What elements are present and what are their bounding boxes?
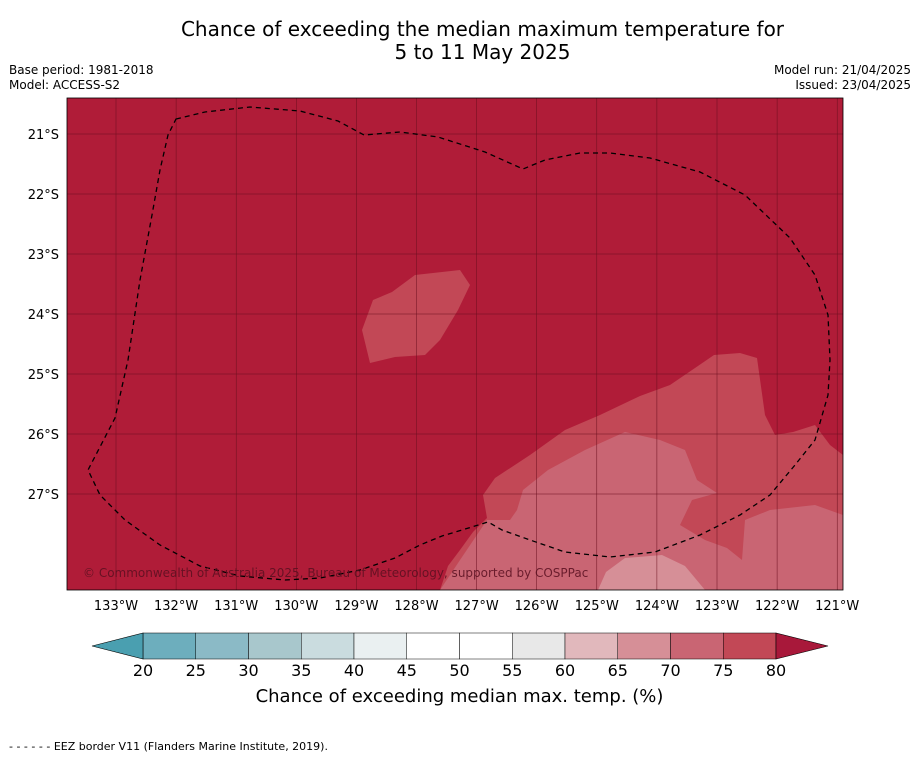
longitude-label: 132°W [154,599,198,614]
colorbar-tick-label: 60 [555,661,575,680]
colorbar-segment [142,632,196,660]
colorbar-tick-label: 70 [660,661,680,680]
colorbar-segment [195,632,249,660]
colorbar: 20 25 30 35 40 45 50 55 60 65 70 75 80 [91,632,829,680]
colorbar-tick-label: 55 [502,661,522,680]
longitude-label: 131°W [214,599,258,614]
region-65-70 [598,555,705,590]
map-canvas: © Commonwealth of Australia 2025, Bureau… [28,97,860,680]
longitude-label: 128°W [394,599,438,614]
colorbar-tick-label: 35 [291,661,311,680]
latitude-label: 24°S [28,308,59,323]
colorbar-segment [406,632,460,660]
longitude-label: 129°W [334,599,378,614]
eez-legend-line: - - - - - - [9,740,51,753]
colorbar-tick-label: 30 [238,661,258,680]
longitude-label: 125°W [575,599,619,614]
longitude-label: 130°W [274,599,318,614]
longitude-label: 121°W [815,599,859,614]
title-line-1: Chance of exceeding the median maximum t… [180,17,785,41]
colorbar-tick-label: 40 [344,661,364,680]
longitude-labels: 133°W 132°W 131°W 130°W 129°W 128°W 127°W 126°W… [94,599,860,614]
longitude-label: 123°W [695,599,739,614]
colorbar-segment [723,632,777,660]
colorbar-segment [564,632,618,660]
meta-right: Model run: 21/04/2025 Issued: 23/04/2025 [774,63,911,93]
latitude-label: 22°S [28,188,59,203]
colorbar-segment [617,632,671,660]
region-70-75 [440,432,843,590]
region-75-80-island [362,270,470,363]
longitude-label: 127°W [455,599,499,614]
footer-legend: - - - - - - EEZ border V11 (Flanders Mar… [9,740,328,753]
colorbar-segment [353,632,407,660]
longitude-label: 124°W [635,599,679,614]
colorbar-tick-label: 75 [713,661,733,680]
colorbar-high-extension [775,632,829,660]
latitude-labels: 21°S 22°S 23°S 24°S 25°S 26°S 27°S [28,128,59,503]
latitude-label: 27°S [28,488,59,503]
colorbar-segment [459,632,513,660]
longitude-label: 133°W [94,599,138,614]
model-run: Model run: 21/04/2025 [773,63,911,77]
colorbar-tick-label: 80 [766,661,786,680]
latitude-label: 21°S [28,128,59,143]
title-line-2: 5 to 11 May 2025 [394,40,571,64]
issued-date: Issued: 23/04/2025 [795,78,911,92]
colorbar-label: Chance of exceeding median max. temp. (%… [255,686,664,707]
model-name: Model: ACCESS-S2 [9,78,121,92]
colorbar-tick-label: 25 [186,661,206,680]
meta-left: Base period: 1981-2018 Model: ACCESS-S2 [9,63,154,93]
colorbar-segment [301,632,355,660]
latitude-label: 23°S [28,248,59,263]
colorbar-segment [670,632,724,660]
map-frame [66,97,844,591]
latitude-label: 25°S [28,368,59,383]
base-period: Base period: 1981-2018 [9,63,154,77]
colorbar-tick-label: 20 [133,661,153,680]
colorbar-tick-label: 45 [397,661,417,680]
colorbar-low-extension [91,632,144,660]
probability-field [67,98,843,590]
colorbar-tick-label: 65 [608,661,628,680]
colorbar-segment [248,632,302,660]
colorbar-tick-label: 50 [449,661,469,680]
latitude-label: 26°S [28,428,59,443]
colorbar-segment [512,632,566,660]
chart-title: Chance of exceeding the median maximum t… [0,18,919,64]
copyright-notice: © Commonwealth of Australia 2025, Bureau… [83,566,588,580]
longitude-label: 126°W [515,599,559,614]
longitude-label: 122°W [755,599,799,614]
eez-legend-text: EEZ border V11 (Flanders Marine Institut… [53,740,328,753]
